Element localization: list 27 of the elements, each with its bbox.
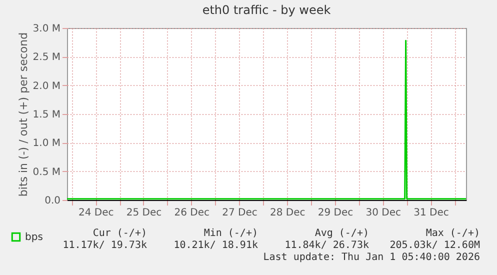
- text: 205.03k/ 12.60M: [390, 240, 480, 251]
- y-axis-title: bits in (-) / out (+) per second: [16, 32, 30, 197]
- y-tick-label: 3.0 M: [32, 24, 60, 34]
- y-tick-label: 0.0: [44, 196, 60, 206]
- y-tick-label: 2.0 M: [32, 80, 60, 92]
- y-tick-label: 1.0 M: [32, 138, 60, 150]
- x-tick-label: 30 Dec: [366, 208, 402, 218]
- text: Cur (-/+): [92, 228, 147, 239]
- text: Avg (-/+): [314, 228, 369, 239]
- text: 10.21k/ 18.91k: [174, 240, 258, 251]
- text: 11.17k/ 19.73k: [62, 240, 147, 251]
- x-tick-label: 24 Dec: [78, 208, 114, 218]
- text: Min (-/+): [204, 228, 258, 239]
- x-tick-label: 29 Dec: [318, 208, 354, 218]
- x-tick-label: 25 Dec: [126, 208, 162, 218]
- chart-title: eth0 traffic - by week: [202, 3, 331, 17]
- legend-label: bps: [25, 232, 43, 243]
- text: Max (-/+): [426, 228, 480, 239]
- x-tick-label: 28 Dec: [270, 208, 306, 218]
- text: 11.84k/ 26.73k: [284, 240, 369, 251]
- text: Last update: Thu Jan 1 05:40:00 2026: [263, 252, 480, 263]
- y-tick-label: 2.5 M: [32, 52, 60, 64]
- y-tick-label: 1.5 M: [32, 110, 60, 120]
- x-tick-label: 26 Dec: [174, 208, 210, 218]
- x-tick-label: 31 Dec: [414, 208, 449, 218]
- x-tick-label: 27 Dec: [222, 208, 258, 218]
- y-tick-label: 0.5 M: [32, 166, 60, 178]
